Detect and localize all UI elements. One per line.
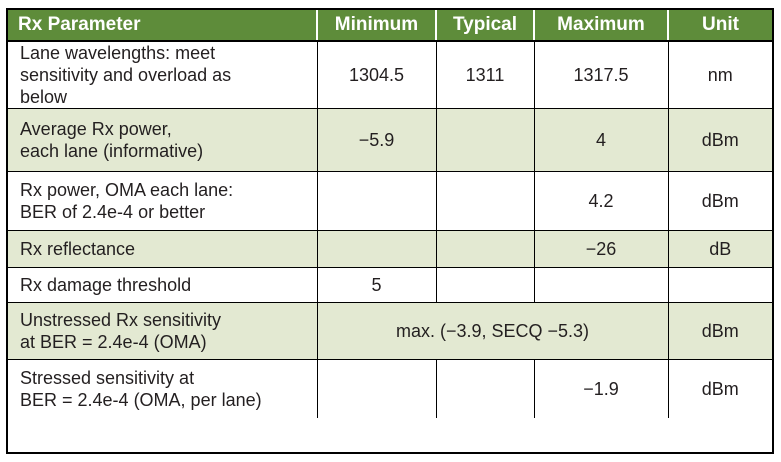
cell-minimum bbox=[316, 171, 437, 231]
cell-typical bbox=[435, 171, 535, 231]
cell-unit: dBm bbox=[667, 359, 772, 418]
table-row: Lane wavelengths: meet sensitivity and o… bbox=[8, 41, 772, 109]
table-row: Rx power, OMA each lane: BER of 2.4e-4 o… bbox=[8, 171, 772, 231]
cell-typical bbox=[435, 108, 535, 172]
parameter-line: Average Rx power, bbox=[20, 119, 172, 139]
cell-unit: nm bbox=[667, 41, 772, 109]
cell-parameter: Lane wavelengths: meet sensitivity and o… bbox=[8, 41, 318, 109]
cell-unit bbox=[667, 267, 772, 303]
header-unit: Unit bbox=[668, 10, 772, 42]
parameter-line: at BER = 2.4e-4 (OMA) bbox=[20, 332, 207, 352]
cell-minimum bbox=[316, 230, 437, 268]
table-row: Unstressed Rx sensitivity at BER = 2.4e-… bbox=[8, 302, 772, 360]
cell-unit: dBm bbox=[667, 108, 772, 172]
cell-parameter: Rx reflectance bbox=[8, 230, 318, 268]
cell-typical bbox=[435, 230, 535, 268]
cell-maximum: −26 bbox=[533, 230, 669, 268]
table-row: Rx damage threshold 5 bbox=[8, 267, 772, 303]
parameter-line: Rx damage threshold bbox=[20, 275, 192, 295]
cell-parameter: Unstressed Rx sensitivity at BER = 2.4e-… bbox=[8, 302, 318, 360]
cell-parameter: Rx damage threshold bbox=[8, 267, 318, 303]
header-maximum: Maximum bbox=[534, 10, 669, 42]
cell-parameter: Stressed sensitivity at BER = 2.4e-4 (OM… bbox=[8, 359, 318, 418]
table-row: Average Rx power, each lane (informative… bbox=[8, 108, 772, 172]
cell-maximum bbox=[533, 267, 669, 303]
cell-minimum: 1304.5 bbox=[316, 41, 437, 109]
parameter-line: each lane (informative) bbox=[20, 141, 204, 161]
cell-typical bbox=[435, 359, 535, 418]
cell-parameter: Average Rx power, each lane (informative… bbox=[8, 108, 318, 172]
cell-unit: dBm bbox=[667, 171, 772, 231]
cell-parameter: Rx power, OMA each lane: BER of 2.4e-4 o… bbox=[8, 171, 318, 231]
parameter-line: below bbox=[20, 87, 68, 107]
parameter-line: Rx power, OMA each lane: bbox=[20, 180, 234, 200]
header-minimum: Minimum bbox=[317, 10, 437, 42]
header-typical: Typical bbox=[436, 10, 535, 42]
cell-typical bbox=[435, 267, 535, 303]
cell-maximum: −1.9 bbox=[533, 359, 669, 418]
header-rx-parameter: Rx Parameter bbox=[8, 10, 318, 42]
cell-minimum: 5 bbox=[316, 267, 437, 303]
parameter-line: BER of 2.4e-4 or better bbox=[20, 202, 206, 222]
cell-minimum: −5.9 bbox=[316, 108, 437, 172]
parameter-line: Unstressed Rx sensitivity bbox=[20, 310, 222, 330]
parameter-line: Lane wavelengths: meet bbox=[20, 43, 216, 63]
parameter-line: BER = 2.4e-4 (OMA, per lane) bbox=[20, 390, 262, 410]
cell-maximum: 4 bbox=[533, 108, 669, 172]
cell-minimum bbox=[316, 359, 437, 418]
cell-maximum: 4.2 bbox=[533, 171, 669, 231]
parameter-line: sensitivity and overload as bbox=[20, 65, 232, 85]
cell-maximum: 1317.5 bbox=[533, 41, 669, 109]
rx-parameter-table: Rx Parameter Minimum Typical Maximum Uni… bbox=[8, 10, 772, 418]
cell-spanned-value: max. (−3.9, SECQ −5.3) bbox=[316, 302, 669, 360]
cell-unit: dBm bbox=[667, 302, 772, 360]
cell-typical: 1311 bbox=[435, 41, 535, 109]
header-row: Rx Parameter Minimum Typical Maximum Uni… bbox=[8, 10, 772, 42]
table-row: Stressed sensitivity at BER = 2.4e-4 (OM… bbox=[8, 359, 772, 418]
parameter-line: Rx reflectance bbox=[20, 239, 136, 259]
table-row: Rx reflectance −26 dB bbox=[8, 230, 772, 268]
cell-unit: dB bbox=[667, 230, 772, 268]
parameter-line: Stressed sensitivity at bbox=[20, 368, 195, 388]
rx-parameter-table-frame: Rx Parameter Minimum Typical Maximum Uni… bbox=[6, 8, 774, 454]
